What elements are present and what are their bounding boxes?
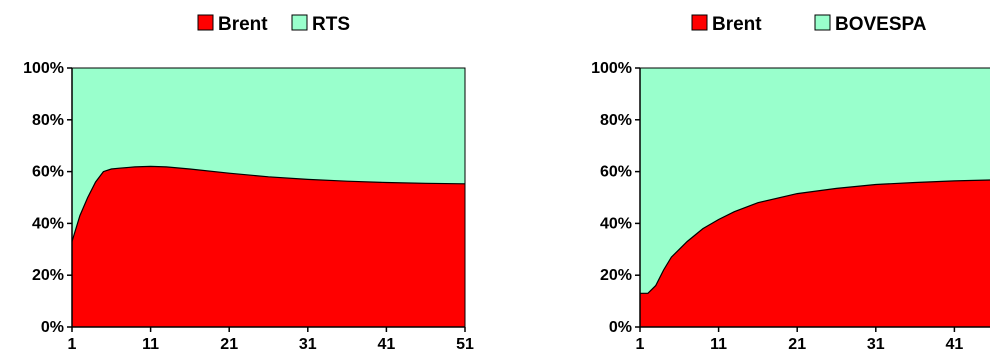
x-tick-label: 41	[946, 336, 964, 353]
x-tick-label: 41	[378, 336, 396, 353]
series-area-brent	[640, 179, 990, 327]
x-tick-label: 1	[636, 336, 645, 353]
plot-area	[71, 67, 466, 328]
legend-swatch-rts	[291, 14, 308, 31]
x-tick-label: 51	[456, 336, 474, 353]
y-tick-label: 40%	[32, 215, 64, 232]
legend-swatch-bovespa	[814, 14, 831, 31]
chart-brent-bovespa: Brent BOVESPA 0%20%40%60%80%100%1 11 21 31 4…	[591, 14, 990, 353]
x-tick-label: 21	[220, 336, 238, 353]
y-tick-label: 20%	[600, 267, 632, 284]
y-axis: 0% 20% 40% 60% 80% 100%	[23, 60, 73, 336]
y-tick-label: 60%	[32, 164, 64, 181]
plot-area	[639, 67, 990, 328]
x-tick-label: 31	[299, 336, 317, 353]
legend-swatch-brent	[691, 14, 708, 31]
chart-brent-rts: Brent RTS 0%20%40%60%80%100%1 11 21 31 41 51	[23, 14, 474, 353]
legend-swatch-brent	[197, 14, 214, 31]
x-tick-label: 31	[867, 336, 885, 353]
y-tick-label: 80%	[32, 112, 64, 129]
y-tick-label: 20%	[32, 267, 64, 284]
x-tick-label: 1	[68, 336, 77, 353]
x-tick-label: 11	[142, 336, 159, 353]
y-tick-label: 0%	[609, 319, 632, 336]
y-tick-label: 0%	[41, 319, 64, 336]
y-tick-label: 40%	[600, 215, 632, 232]
legend: Brent BOVESPA	[691, 14, 927, 35]
x-tick-label: 21	[788, 336, 806, 353]
y-tick-label: 60%	[600, 164, 632, 181]
x-tick-label: 11	[710, 336, 727, 353]
series-boundary-line	[71, 165, 466, 242]
y-tick-label: 100%	[591, 60, 632, 77]
series-boundary-line	[640, 179, 990, 294]
series-area-brent	[72, 166, 465, 327]
legend-label-brent: Brent	[712, 14, 762, 35]
legend-label-bovespa: BOVESPA	[835, 14, 927, 35]
legend: Brent RTS	[197, 14, 350, 35]
legend-label-brent: Brent	[218, 14, 268, 35]
y-tick-label: 100%	[23, 60, 64, 77]
legend-label-rts: RTS	[312, 14, 350, 35]
y-axis: 0% 20% 40% 60% 80% 100%	[591, 60, 641, 336]
y-tick-label: 80%	[600, 112, 632, 129]
